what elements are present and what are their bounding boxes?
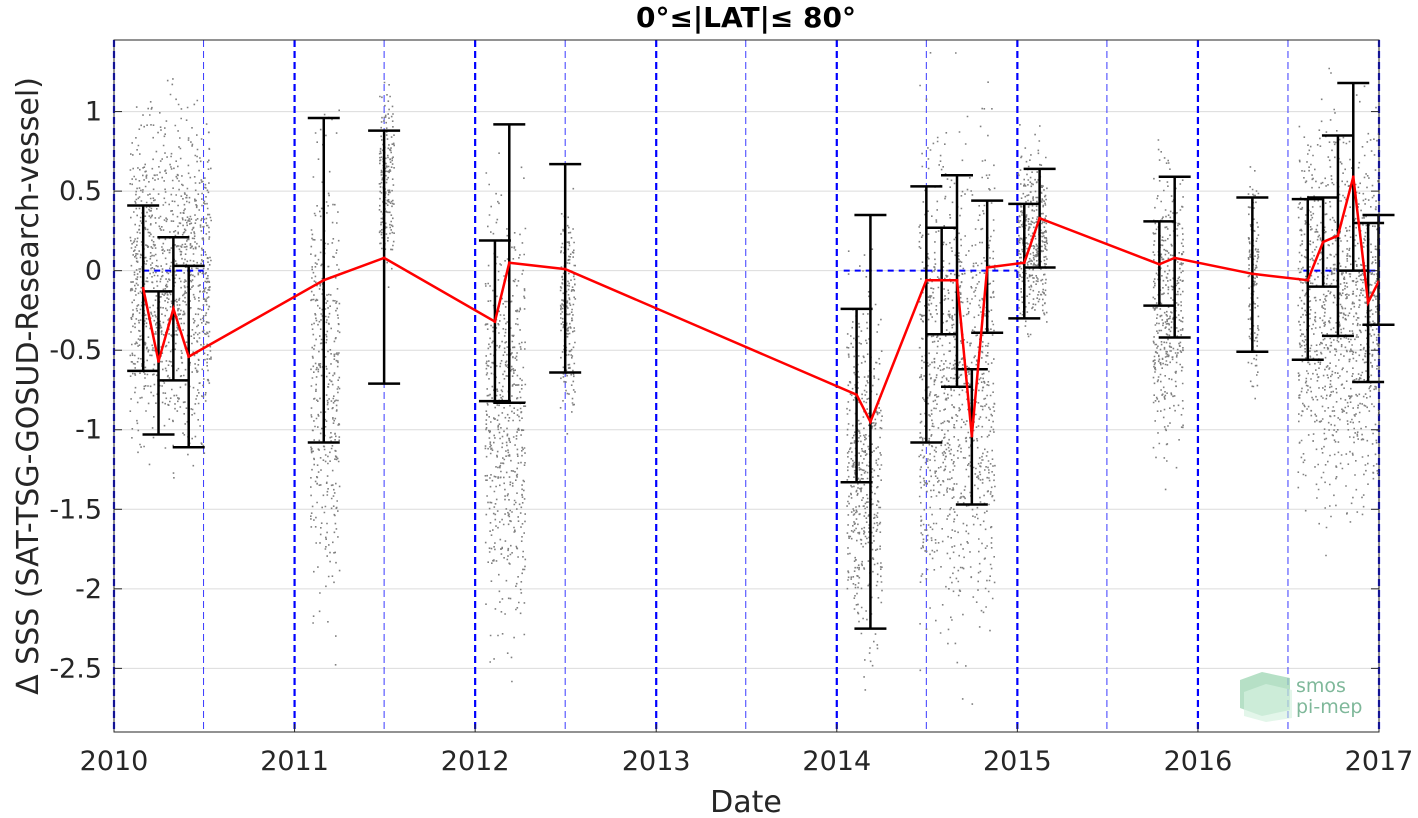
x-tick-label: 2016 <box>1164 746 1233 777</box>
mean-point <box>187 355 191 358</box>
mean-point <box>157 359 160 363</box>
mean-point <box>1038 216 1042 220</box>
logo-mark-icon <box>1240 672 1292 722</box>
mean-point <box>171 307 175 311</box>
mean-point <box>869 420 872 424</box>
y-tick-label: -1 <box>75 415 102 446</box>
logo-text-line2: pi-mep <box>1296 696 1362 718</box>
x-axis-label: Date <box>710 785 782 818</box>
scatter-cluster <box>918 52 996 705</box>
scatter-cluster <box>484 152 527 683</box>
mean-point <box>1321 240 1325 244</box>
y-axis-label: Δ SSS (SAT-TSG-GOSUD-Research-vessel) <box>11 77 46 695</box>
plot-frame <box>113 39 1380 733</box>
plot-area-background <box>114 40 1379 732</box>
scatter-cluster <box>129 78 212 479</box>
y-tick-label: 0 <box>85 256 102 287</box>
mean-point <box>940 278 944 282</box>
mean-point <box>1306 278 1310 282</box>
x-tick-label: 2014 <box>802 746 871 777</box>
chart-title: 0°≤|LAT|≤ 80° <box>636 1 856 34</box>
x-axis-ticks: 2010 2011 2012 2013 2014 2015 2016 2017 <box>80 724 1414 777</box>
mean-point <box>1173 256 1177 260</box>
scatter-cluster <box>846 248 883 691</box>
mean-point <box>141 286 145 290</box>
mean-point <box>493 320 497 323</box>
x-tick-label: 2017 <box>1345 746 1414 777</box>
x-tick-label: 2015 <box>983 746 1052 777</box>
x-tick-label: 2010 <box>80 746 149 777</box>
logo-text-line1: smos <box>1296 675 1346 697</box>
mean-point <box>985 266 989 269</box>
x-tick-label: 2012 <box>441 746 510 777</box>
mean-point <box>1351 175 1355 179</box>
y-tick-label: -0.5 <box>49 335 102 366</box>
scatter-cluster <box>1247 166 1260 400</box>
mean-point <box>1022 261 1026 265</box>
mean-point <box>507 261 511 265</box>
mean-point <box>1157 262 1161 266</box>
mean-point <box>563 267 567 271</box>
y-tick-label: 1 <box>85 97 102 128</box>
y-tick-label: -2 <box>75 574 102 605</box>
mean-point <box>1336 234 1340 238</box>
mean-point <box>855 393 858 397</box>
x-tick-label: 2011 <box>260 746 329 777</box>
mean-point <box>924 278 928 282</box>
y-tick-label: -1.5 <box>49 494 102 525</box>
mean-line <box>141 175 1380 438</box>
y-axis-ticks: -2.5 -2 -1.5 -1 -0.5 0 0.5 1 <box>49 97 1379 684</box>
y-tick-label: 0.5 <box>59 176 102 207</box>
x-tick-label: 2013 <box>622 746 691 777</box>
mean-point <box>322 278 326 282</box>
mean-point <box>1250 272 1254 276</box>
scatter-cluster <box>378 81 395 288</box>
y-tick-label: -2.5 <box>49 653 102 684</box>
mean-point <box>382 256 386 260</box>
mean-point <box>970 434 974 438</box>
smos-logo: smos pi-mep <box>1240 672 1362 722</box>
mean-point <box>955 278 959 282</box>
mean-point <box>1366 301 1370 304</box>
